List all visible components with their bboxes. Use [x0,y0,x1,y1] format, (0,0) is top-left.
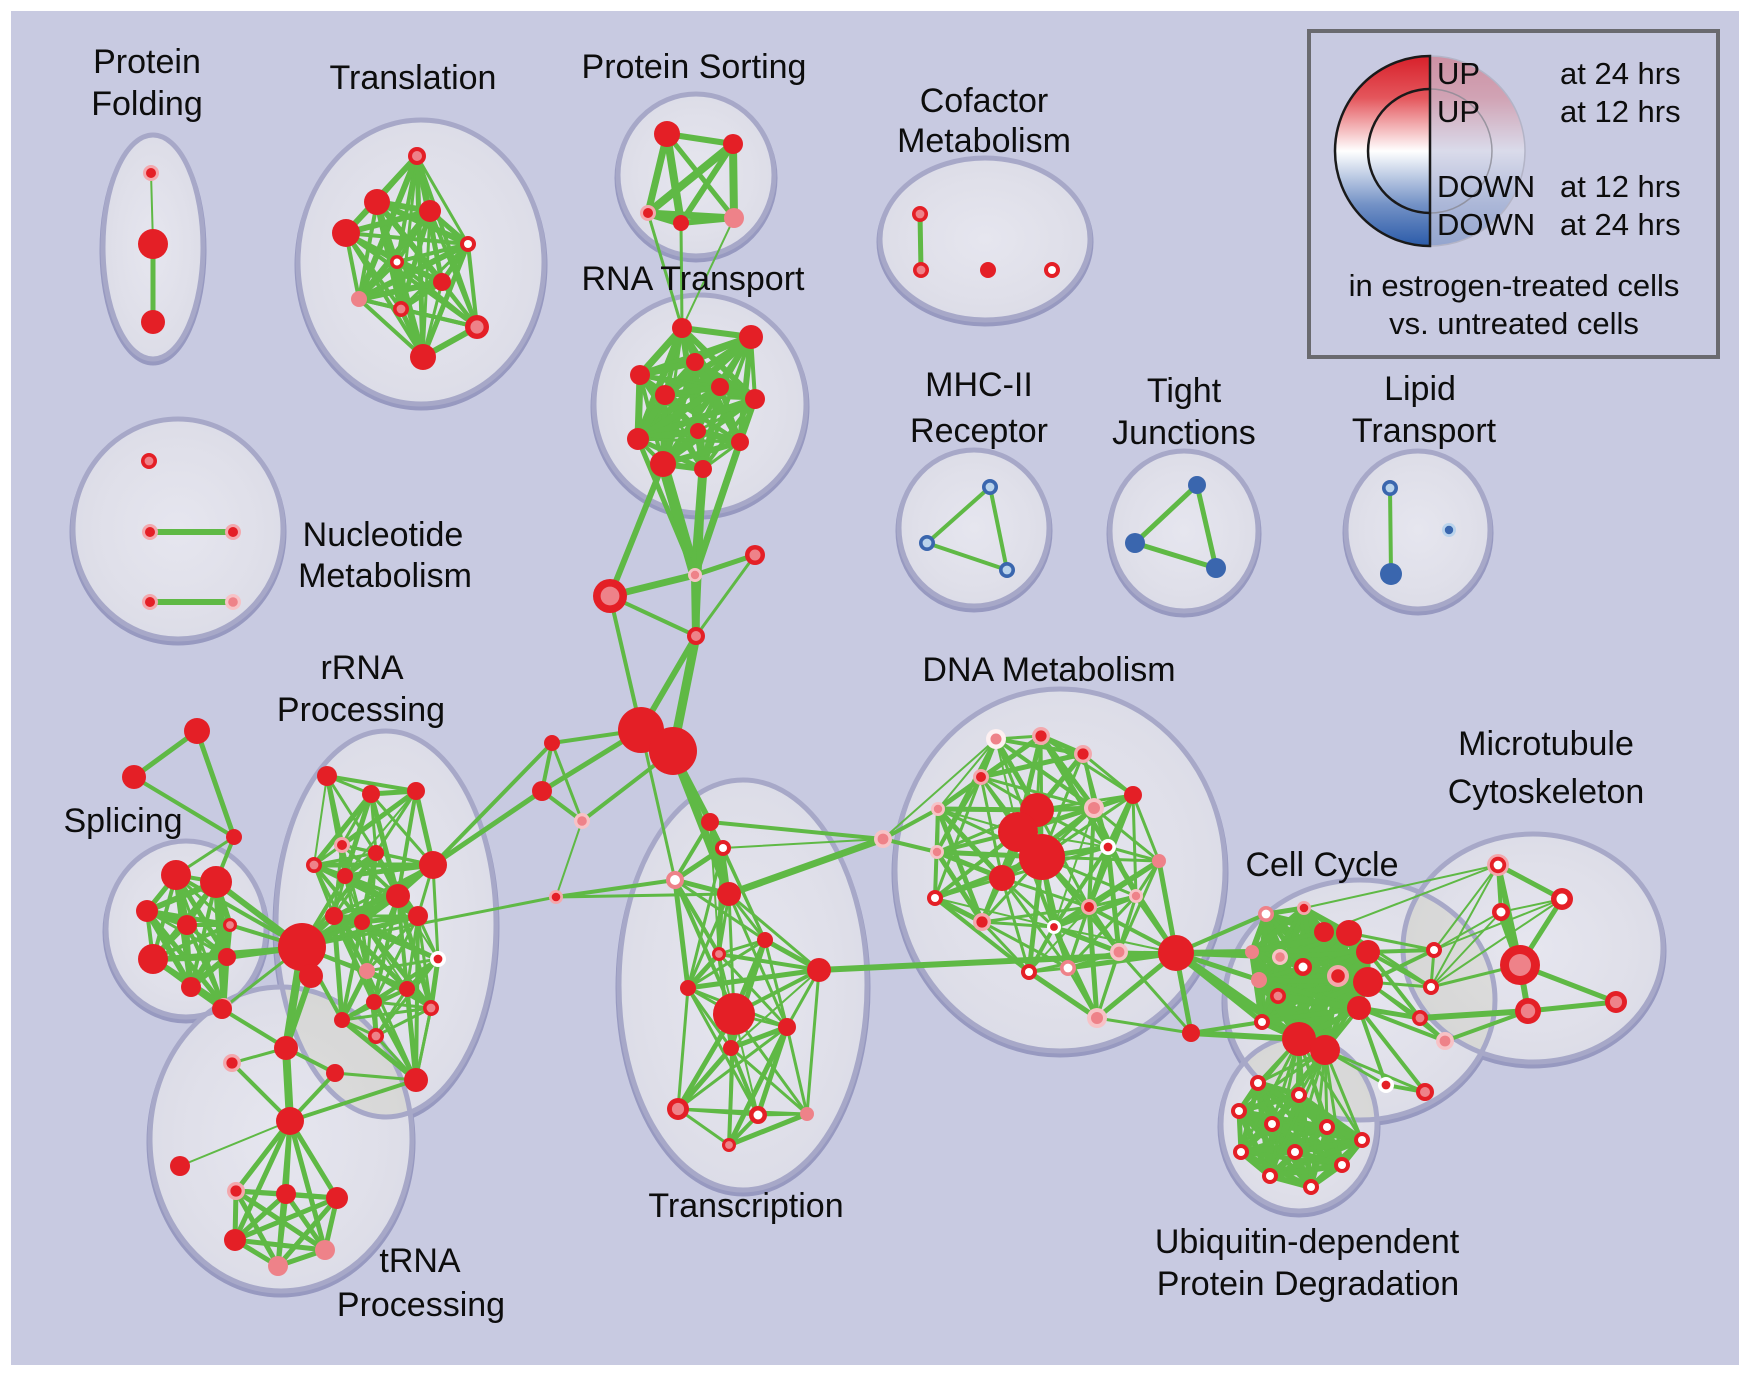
svg-text:Translation: Translation [330,59,497,97]
svg-text:Metabolism: Metabolism [897,122,1071,160]
svg-text:Protein Sorting: Protein Sorting [582,48,807,86]
svg-text:Transcription: Transcription [648,1187,843,1225]
svg-text:Nucleotide: Nucleotide [303,516,464,554]
svg-text:vs. untreated cells: vs. untreated cells [1389,306,1639,341]
svg-text:Protein: Protein [93,43,201,81]
svg-text:Splicing: Splicing [63,802,182,840]
svg-text:Junctions: Junctions [1112,414,1256,452]
svg-text:Receptor: Receptor [910,412,1048,450]
svg-text:in estrogen-treated cells: in estrogen-treated cells [1349,268,1680,303]
svg-text:DOWN: DOWN [1437,207,1535,242]
svg-text:Tight: Tight [1147,372,1222,410]
svg-text:tRNA: tRNA [379,1242,461,1280]
svg-text:UP: UP [1437,56,1480,91]
svg-text:Metabolism: Metabolism [298,557,472,595]
svg-text:Ubiquitin-dependent: Ubiquitin-dependent [1155,1223,1460,1261]
svg-text:UP: UP [1437,94,1480,129]
svg-text:at 24 hrs: at 24 hrs [1560,56,1681,91]
svg-text:RNA Transport: RNA Transport [582,260,806,298]
svg-text:Processing: Processing [277,691,445,729]
svg-text:DOWN: DOWN [1437,169,1535,204]
svg-text:Cofactor: Cofactor [920,82,1049,120]
svg-text:rRNA: rRNA [320,649,403,687]
svg-text:Folding: Folding [91,85,203,123]
svg-text:at 12 hrs: at 12 hrs [1560,169,1681,204]
svg-text:Microtubule: Microtubule [1458,725,1634,763]
svg-text:MHC-II: MHC-II [925,366,1033,404]
svg-text:Processing: Processing [337,1286,505,1324]
svg-text:DNA Metabolism: DNA Metabolism [922,651,1175,689]
svg-text:Protein Degradation: Protein Degradation [1157,1265,1459,1303]
svg-text:Transport: Transport [1352,412,1497,450]
svg-text:at 24 hrs: at 24 hrs [1560,207,1681,242]
svg-text:Lipid: Lipid [1384,370,1456,408]
svg-text:Cell Cycle: Cell Cycle [1245,846,1398,884]
svg-text:Cytoskeleton: Cytoskeleton [1448,773,1645,811]
svg-text:at 12 hrs: at 12 hrs [1560,94,1681,129]
